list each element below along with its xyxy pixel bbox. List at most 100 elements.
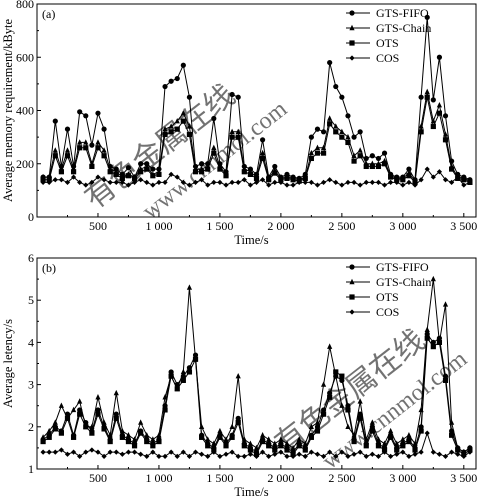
data-point bbox=[52, 118, 58, 124]
data-point bbox=[77, 411, 83, 417]
data-point bbox=[235, 419, 241, 426]
data-point bbox=[363, 179, 369, 185]
data-point bbox=[95, 394, 101, 400]
data-point bbox=[302, 175, 308, 181]
data-point bbox=[89, 142, 95, 148]
chart-panel-a: 500 1 000 1 500 2 000 2 500 3 000 3 500 0 200 400… bbox=[1, 0, 477, 247]
data-point bbox=[333, 129, 339, 135]
y-tick-label: 1 bbox=[28, 462, 34, 476]
data-point bbox=[150, 449, 156, 455]
data-point bbox=[436, 339, 443, 345]
data-point bbox=[345, 179, 351, 185]
data-point bbox=[363, 453, 369, 459]
data-point bbox=[162, 407, 168, 413]
data-point bbox=[351, 134, 357, 140]
data-point bbox=[339, 373, 345, 379]
data-point bbox=[418, 449, 424, 455]
data-point bbox=[278, 177, 284, 183]
data-point bbox=[83, 449, 89, 455]
legend-item: OTS bbox=[346, 290, 399, 304]
data-point bbox=[284, 447, 290, 453]
data-point bbox=[400, 182, 406, 188]
legend-marker bbox=[349, 10, 355, 16]
data-point bbox=[150, 436, 156, 442]
y-tick-label: 3 bbox=[28, 378, 34, 392]
data-point bbox=[369, 419, 375, 425]
data-point bbox=[296, 451, 302, 457]
data-point bbox=[52, 153, 58, 159]
data-point bbox=[241, 453, 247, 459]
x-tick-label: 1 500 bbox=[206, 219, 233, 233]
y-tick-label: 5 bbox=[28, 293, 34, 307]
data-point bbox=[138, 161, 144, 167]
data-point bbox=[113, 389, 119, 396]
legend-item: GTS-Chain bbox=[346, 275, 431, 289]
data-point bbox=[205, 166, 211, 172]
data-point bbox=[345, 133, 351, 140]
data-point bbox=[241, 169, 247, 175]
data-point bbox=[107, 449, 113, 455]
data-point bbox=[406, 453, 412, 459]
data-point bbox=[345, 113, 351, 119]
data-point bbox=[64, 126, 71, 132]
data-point bbox=[223, 436, 229, 442]
data-point bbox=[192, 449, 199, 455]
data-point bbox=[308, 449, 314, 455]
data-point bbox=[113, 415, 119, 421]
data-point bbox=[369, 153, 375, 159]
data-point bbox=[290, 177, 296, 183]
data-point bbox=[162, 131, 168, 138]
data-point bbox=[412, 451, 418, 457]
data-point bbox=[357, 415, 363, 421]
data-point bbox=[327, 59, 333, 66]
legend-item: GTS-FIFO bbox=[346, 6, 429, 20]
y-tick-label: 6 bbox=[28, 251, 34, 265]
data-point bbox=[101, 177, 107, 183]
data-point bbox=[266, 182, 272, 188]
data-point bbox=[40, 179, 46, 185]
data-point bbox=[412, 179, 418, 185]
data-point bbox=[168, 129, 174, 135]
data-point bbox=[442, 137, 449, 143]
data-point bbox=[369, 163, 375, 170]
data-point bbox=[70, 449, 77, 455]
data-point bbox=[333, 369, 339, 375]
data-point bbox=[339, 134, 345, 140]
data-point bbox=[223, 443, 229, 449]
data-point bbox=[388, 174, 394, 180]
data-point bbox=[259, 438, 266, 445]
data-point bbox=[302, 453, 308, 459]
data-point bbox=[180, 109, 186, 116]
data-point bbox=[314, 428, 321, 434]
data-point bbox=[144, 438, 150, 445]
data-point bbox=[363, 443, 369, 449]
data-point bbox=[168, 78, 174, 84]
data-point bbox=[424, 88, 430, 95]
data-point bbox=[95, 110, 101, 116]
data-point bbox=[64, 179, 71, 185]
data-point bbox=[162, 394, 168, 400]
data-point bbox=[101, 419, 107, 425]
data-point bbox=[70, 434, 77, 440]
data-point bbox=[77, 398, 83, 404]
data-point bbox=[357, 449, 363, 455]
data-point bbox=[369, 451, 375, 457]
data-point bbox=[296, 436, 302, 442]
data-point bbox=[259, 149, 266, 156]
data-point bbox=[314, 126, 321, 132]
data-point bbox=[107, 179, 113, 185]
data-point bbox=[345, 407, 351, 413]
data-point bbox=[70, 174, 77, 180]
data-point bbox=[77, 179, 83, 185]
data-point bbox=[168, 369, 174, 375]
data-point bbox=[430, 123, 436, 130]
data-point bbox=[424, 166, 430, 172]
data-point bbox=[272, 451, 278, 457]
data-point bbox=[229, 134, 235, 140]
data-point bbox=[144, 179, 150, 185]
data-point bbox=[211, 179, 217, 185]
data-point bbox=[211, 115, 217, 122]
data-point bbox=[259, 432, 266, 438]
